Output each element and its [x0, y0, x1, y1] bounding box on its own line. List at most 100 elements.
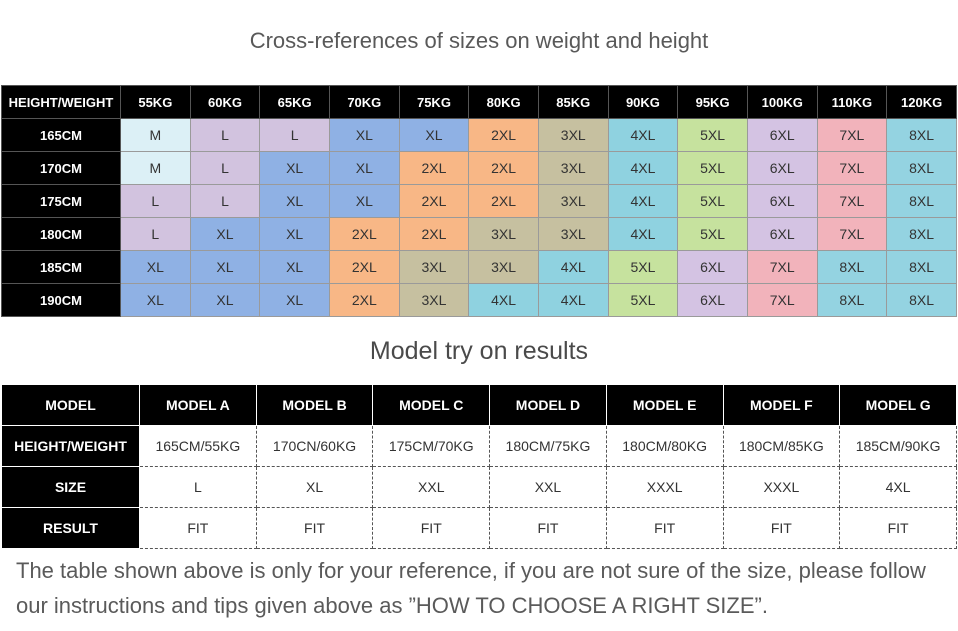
- size-cell: 6XL: [677, 283, 748, 317]
- size-chart-row: 190CM XL XL XL 2XL 3XL 4XL 4XL 5XL 6XL 7XL 8XL 8XL: [1, 283, 957, 317]
- size-cell: XL: [259, 283, 330, 317]
- size-cell: 2XL: [398, 217, 470, 251]
- size-cell: 8XL: [886, 184, 957, 218]
- size-cell: XL: [328, 184, 400, 218]
- size-cell: XL: [259, 250, 330, 284]
- size-cell: 4XL: [607, 184, 679, 218]
- size-cell: 7XL: [746, 283, 818, 317]
- size-cell: 2XL: [468, 184, 539, 218]
- size-chart-header-row: HEIGHT/WEIGHT 55KG 60KG 65KG 70KG 75KG 80KG 85K…: [1, 85, 957, 119]
- size-cell: 3XL: [468, 217, 539, 251]
- size-cell: M: [120, 118, 191, 152]
- size-cell: L: [120, 217, 191, 251]
- model-value-cell: FIT: [605, 507, 724, 549]
- size-chart-title: Cross-references of sizes on weight and …: [249, 28, 709, 53]
- size-cell: 4XL: [537, 250, 609, 284]
- size-cell: XL: [120, 283, 191, 317]
- size-cell: 8XL: [886, 283, 957, 317]
- model-value-cell: XXL: [489, 466, 607, 508]
- size-cell: XL: [189, 283, 261, 317]
- size-chart-row: 180CM L XL XL 2XL 2XL 3XL 3XL 4XL 5XL 6XL 7XL 8XL: [1, 217, 957, 251]
- size-cell: L: [189, 151, 261, 185]
- size-cell: 8XL: [886, 250, 957, 284]
- size-cell: XL: [259, 151, 330, 185]
- model-header-cell: MODEL E: [605, 384, 724, 426]
- model-results-row: SIZE L XL XXL XXL XXXL XXXL 4XL: [1, 466, 957, 508]
- size-cell: 2XL: [468, 118, 539, 152]
- model-value-cell: 165CM/55KG: [139, 425, 257, 467]
- height-header: 175CM: [1, 184, 121, 218]
- model-header-cell: MODEL F: [722, 384, 841, 426]
- model-value-cell: FIT: [839, 507, 957, 549]
- model-header-cell: MODEL D: [489, 384, 607, 426]
- size-chart-corner-label: HEIGHT/WEIGHT: [1, 85, 121, 119]
- size-cell: 5XL: [607, 283, 679, 317]
- size-cell: 4XL: [607, 217, 679, 251]
- weight-header: 95KG: [677, 85, 748, 119]
- size-cell: 2XL: [398, 184, 470, 218]
- size-chart-table: HEIGHT/WEIGHT 55KG 60KG 65KG 70KG 75KG 80KG 85K…: [1, 85, 957, 317]
- size-cell: XL: [398, 118, 470, 152]
- size-cell: 6XL: [746, 217, 818, 251]
- model-results-title: Model try on results: [369, 337, 589, 365]
- size-cell: 4XL: [607, 151, 679, 185]
- model-value-cell: XXXL: [605, 466, 724, 508]
- size-cell: 3XL: [537, 151, 609, 185]
- size-cell: 7XL: [816, 151, 888, 185]
- height-header: 185CM: [1, 250, 121, 284]
- model-value-cell: FIT: [372, 507, 491, 549]
- weight-header: 60KG: [189, 85, 261, 119]
- model-value-cell: 180CM/80KG: [605, 425, 724, 467]
- model-value-cell: FIT: [722, 507, 841, 549]
- size-chart-row: 175CM L L XL XL 2XL 2XL 3XL 4XL 5XL 6XL 7XL 8XL: [1, 184, 957, 218]
- model-value-cell: 175CM/70KG: [372, 425, 491, 467]
- weight-header: 80KG: [468, 85, 539, 119]
- weight-header: 55KG: [120, 85, 191, 119]
- size-cell: 3XL: [537, 217, 609, 251]
- weight-header: 110KG: [816, 85, 888, 119]
- size-cell: 2XL: [328, 283, 400, 317]
- size-chart-row: 165CM M L L XL XL 2XL 3XL 4XL 5XL 6XL 7XL 8XL: [1, 118, 957, 152]
- model-header-cell: MODEL A: [139, 384, 257, 426]
- model-value-cell: XXXL: [722, 466, 841, 508]
- size-cell: 5XL: [607, 250, 679, 284]
- weight-header: 65KG: [259, 85, 330, 119]
- size-cell: 2XL: [328, 250, 400, 284]
- size-cell: 3XL: [537, 118, 609, 152]
- size-cell: XL: [328, 151, 400, 185]
- model-header-cell: MODEL G: [839, 384, 957, 426]
- model-value-cell: XL: [255, 466, 374, 508]
- size-chart-row: 185CM XL XL XL 2XL 3XL 3XL 4XL 5XL 6XL 7XL 8XL 8XL: [1, 250, 957, 284]
- size-cell: 5XL: [677, 118, 748, 152]
- height-header: 170CM: [1, 151, 121, 185]
- size-cell: XL: [328, 118, 400, 152]
- size-cell: 6XL: [746, 184, 818, 218]
- weight-header: 90KG: [607, 85, 679, 119]
- size-cell: 7XL: [816, 118, 888, 152]
- size-cell: XL: [189, 217, 261, 251]
- model-value-cell: 180CM/75KG: [489, 425, 607, 467]
- size-cell: 6XL: [746, 118, 818, 152]
- model-value-cell: XXL: [372, 466, 491, 508]
- height-header: 180CM: [1, 217, 121, 251]
- size-cell: L: [259, 118, 330, 152]
- model-row-label: RESULT: [1, 507, 140, 549]
- size-cell: 6XL: [677, 250, 748, 284]
- size-cell: 8XL: [886, 151, 957, 185]
- size-cell: M: [120, 151, 191, 185]
- model-value-cell: 185CM/90KG: [839, 425, 957, 467]
- size-cell: 8XL: [816, 283, 888, 317]
- model-results-header-row: MODEL MODEL A MODEL B MODEL C MODEL D MODEL E…: [1, 384, 957, 426]
- model-header-cell: MODEL B: [255, 384, 374, 426]
- weight-header: 70KG: [328, 85, 400, 119]
- height-header: 165CM: [1, 118, 121, 152]
- size-cell: 3XL: [398, 283, 470, 317]
- size-cell: 5XL: [677, 151, 748, 185]
- weight-header: 75KG: [398, 85, 470, 119]
- size-cell: 8XL: [816, 250, 888, 284]
- height-header: 190CM: [1, 283, 121, 317]
- size-cell: 7XL: [746, 250, 818, 284]
- size-cell: 3XL: [398, 250, 470, 284]
- size-cell: 8XL: [886, 217, 957, 251]
- size-cell: 5XL: [677, 217, 748, 251]
